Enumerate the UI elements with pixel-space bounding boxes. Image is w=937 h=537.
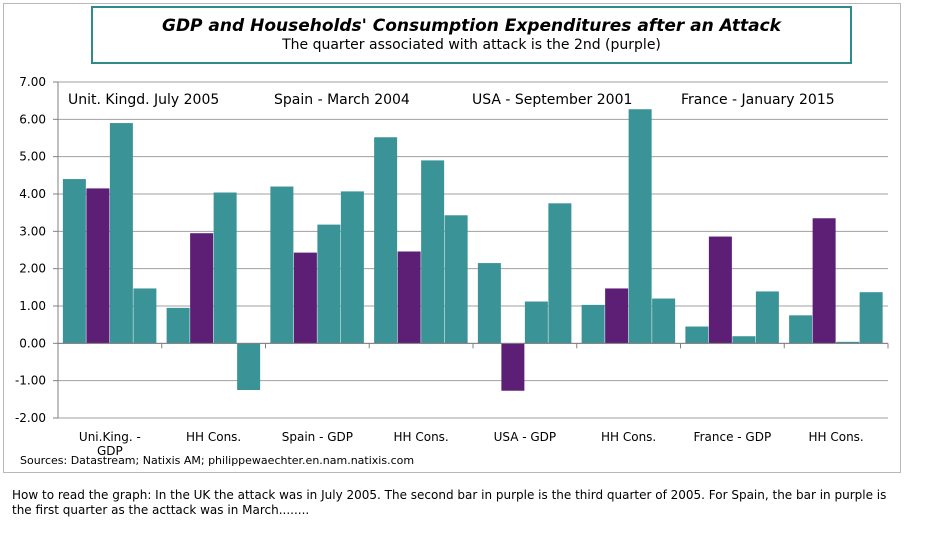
bar-quarter-4 bbox=[548, 203, 572, 344]
annotations: Unit. Kingd. July 2005 Spain - March 2004… bbox=[68, 92, 835, 108]
chart-title: GDP and Households' Consumption Expendit… bbox=[161, 16, 781, 36]
bar-quarter-4 bbox=[444, 215, 468, 344]
y-tick-label: 0.00 bbox=[19, 336, 46, 350]
event-annotation: Unit. Kingd. July 2005 bbox=[68, 92, 219, 108]
bar-quarter-1 bbox=[166, 307, 190, 344]
bar-quarter-3 bbox=[836, 341, 860, 344]
bar-attack-quarter bbox=[190, 233, 214, 344]
bar-quarter-4 bbox=[755, 291, 779, 344]
bar-quarter-3 bbox=[732, 336, 756, 344]
y-tick-label: 3.00 bbox=[19, 224, 46, 238]
bar-quarter-4 bbox=[237, 343, 261, 390]
bar-quarter-3 bbox=[421, 160, 445, 344]
bar-quarter-4 bbox=[652, 298, 676, 344]
chart-subtitle: The quarter associated with attack is th… bbox=[282, 37, 661, 53]
title-box: GDP and Households' Consumption Expendit… bbox=[91, 6, 852, 64]
y-tick-label: 6.00 bbox=[19, 112, 46, 126]
y-tick-label: -1.00 bbox=[15, 374, 46, 388]
bar-quarter-4 bbox=[340, 191, 364, 344]
y-tick-label: 4.00 bbox=[19, 187, 46, 201]
category-label: HH Cons. bbox=[186, 430, 241, 444]
bar-attack-quarter bbox=[708, 236, 732, 344]
bars bbox=[62, 109, 883, 391]
y-tick-label: 5.00 bbox=[19, 150, 46, 164]
event-annotation: Spain - March 2004 bbox=[274, 92, 410, 108]
event-annotation: USA - September 2001 bbox=[472, 92, 632, 108]
bar-quarter-1 bbox=[374, 137, 398, 344]
bar-quarter-3 bbox=[109, 123, 133, 344]
category-label: HH Cons. bbox=[393, 430, 448, 444]
bar-quarter-1 bbox=[270, 186, 294, 344]
sources-text: Sources: Datastream; Natixis AM; philipp… bbox=[20, 454, 415, 467]
y-tick-label: 1.00 bbox=[19, 299, 46, 313]
bar-quarter-3 bbox=[317, 224, 341, 344]
gridlines bbox=[58, 81, 888, 419]
bar-attack-quarter bbox=[812, 218, 836, 344]
y-tick-label: 7.00 bbox=[19, 75, 46, 89]
bar-quarter-1 bbox=[685, 326, 709, 344]
category-label: HH Cons. bbox=[808, 430, 863, 444]
category-label: Spain - GDP bbox=[282, 430, 353, 444]
y-tick-label: -2.00 bbox=[15, 411, 46, 425]
bar-quarter-4 bbox=[859, 292, 883, 344]
event-annotation: France - January 2015 bbox=[681, 92, 835, 108]
bar-quarter-4 bbox=[133, 288, 157, 344]
bar-attack-quarter bbox=[501, 343, 525, 391]
bar-attack-quarter bbox=[86, 188, 110, 344]
bar-quarter-1 bbox=[581, 304, 605, 344]
category-label: HH Cons. bbox=[601, 430, 656, 444]
category-label: France - GDP bbox=[694, 430, 772, 444]
bar-quarter-1 bbox=[789, 315, 813, 344]
bar-quarter-3 bbox=[524, 301, 548, 344]
category-label: Uni.King. -GDP bbox=[79, 430, 141, 458]
bar-quarter-1 bbox=[477, 263, 501, 344]
axes bbox=[53, 81, 889, 419]
bar-quarter-1 bbox=[62, 179, 86, 344]
reading-note: How to read the graph: In the UK the att… bbox=[12, 488, 887, 517]
bar-attack-quarter bbox=[293, 252, 317, 344]
category-label: USA - GDP bbox=[494, 430, 557, 444]
category-labels: Uni.King. -GDP HH Cons. Spain - GDP HH Cons… bbox=[79, 430, 864, 458]
y-tick-label: 2.00 bbox=[19, 262, 46, 276]
bar-quarter-3 bbox=[628, 109, 652, 344]
bar-attack-quarter bbox=[397, 251, 421, 344]
y-tick-labels: -2.00 -1.00 0.00 1.00 2.00 3.00 4.00 5.00 6.00 7.… bbox=[15, 75, 46, 425]
bar-attack-quarter bbox=[605, 288, 629, 344]
bar-quarter-3 bbox=[213, 192, 237, 344]
